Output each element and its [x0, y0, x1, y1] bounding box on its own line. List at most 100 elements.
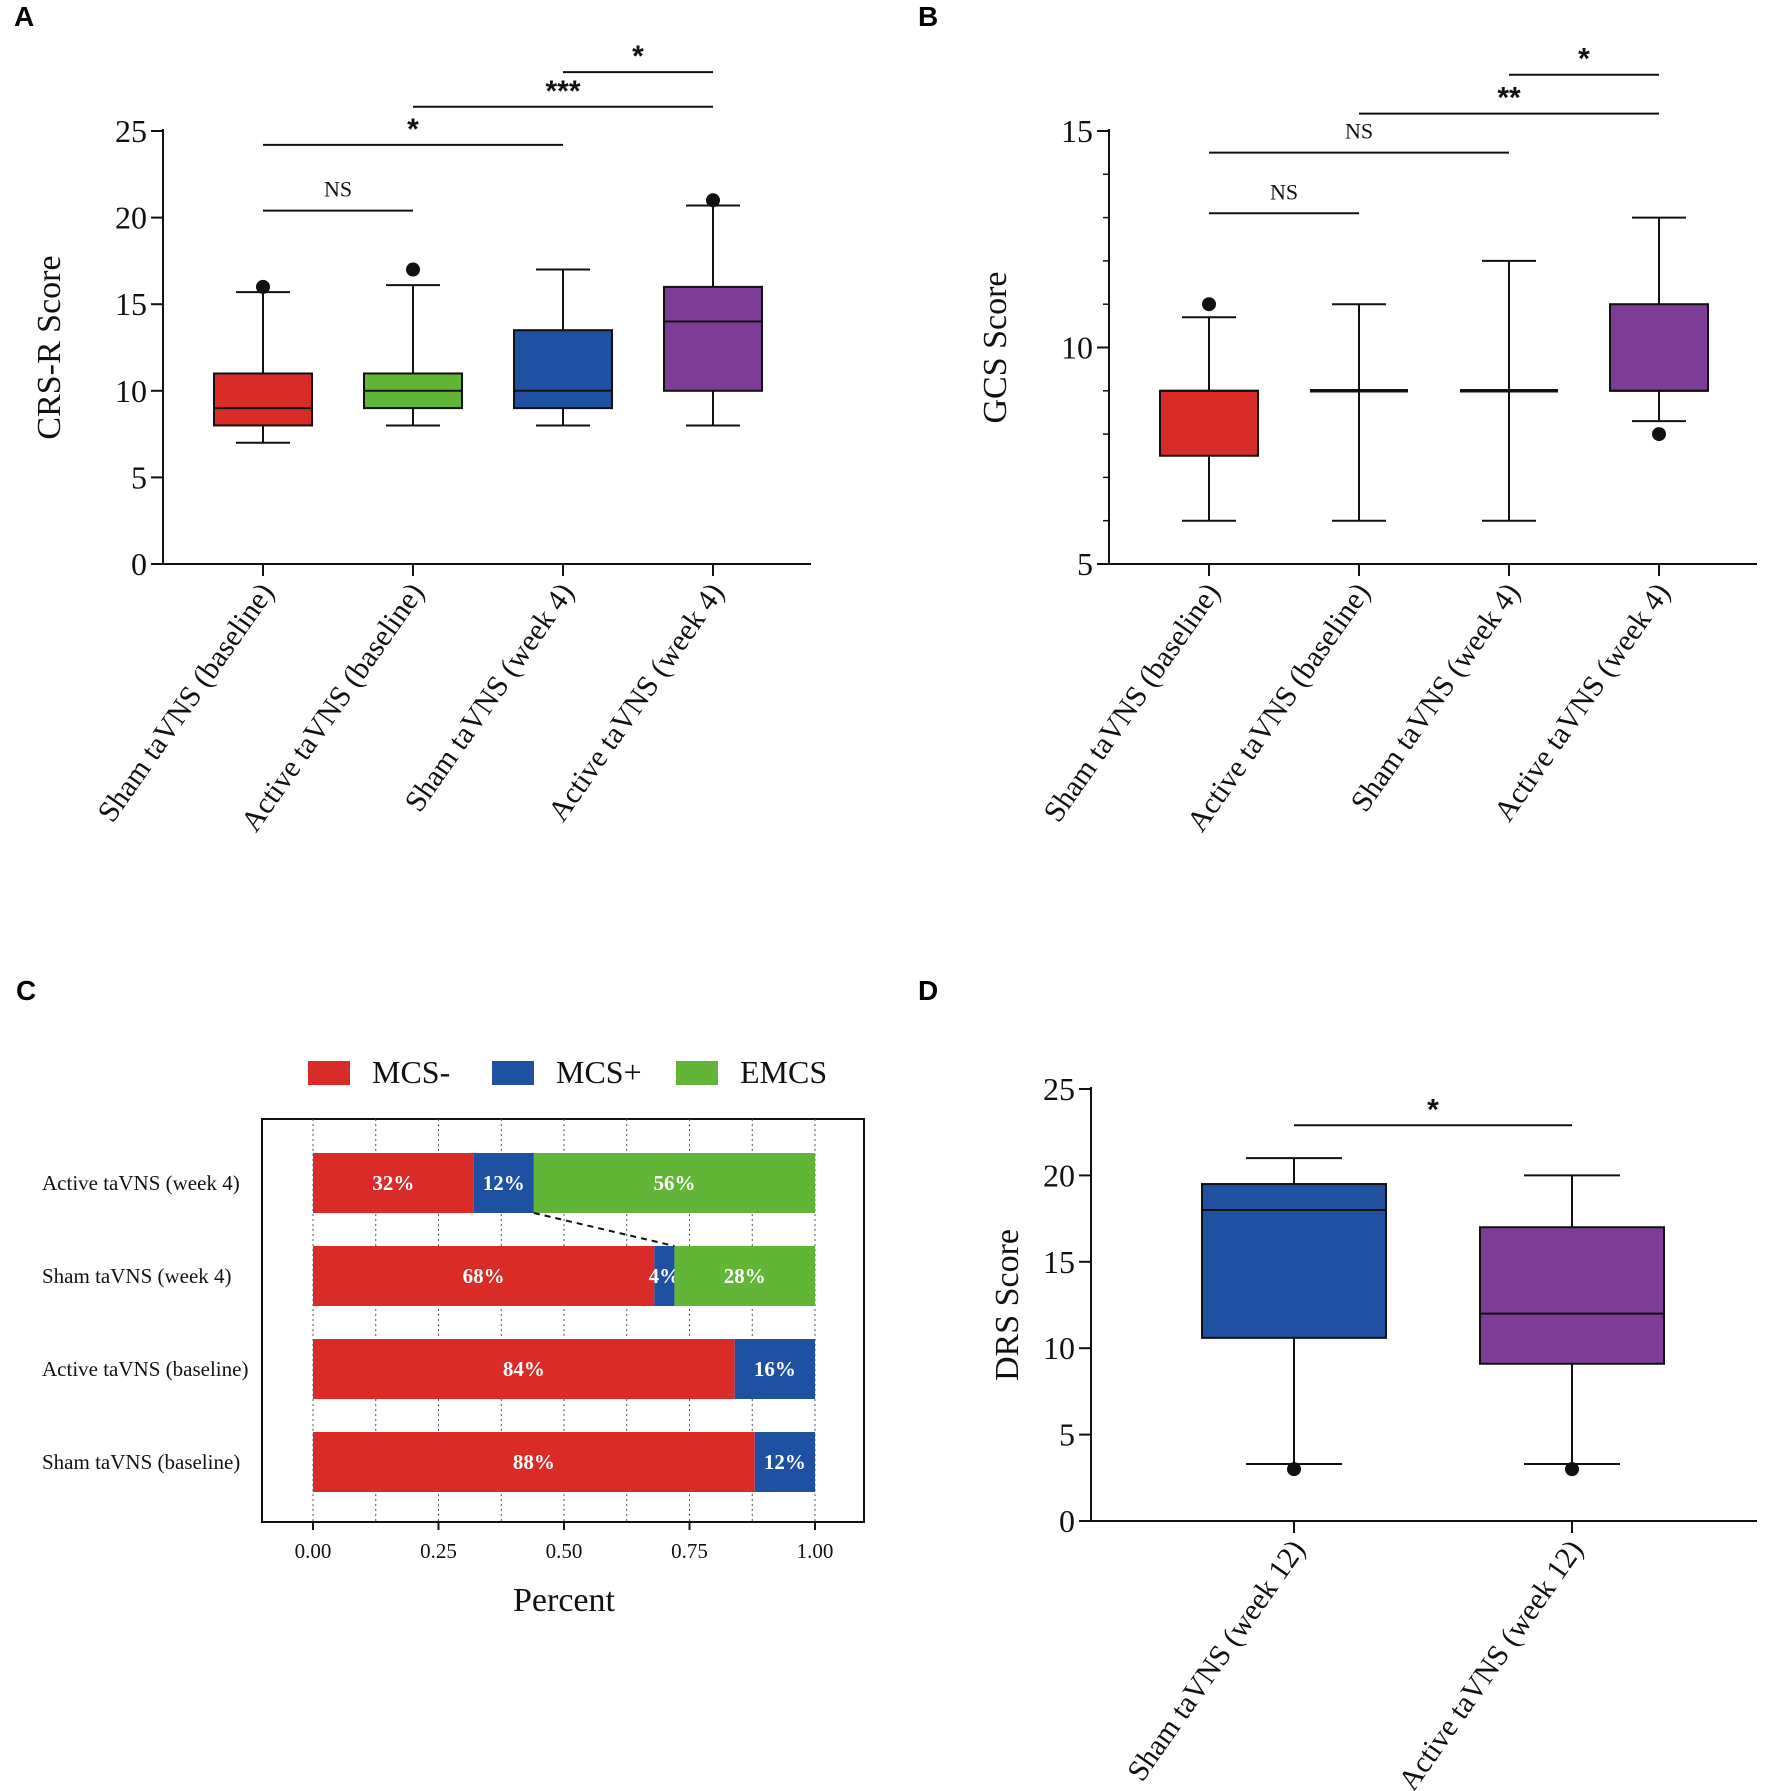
- x-tick-label: Sham taVNS (week 4): [1344, 577, 1526, 818]
- y-tick-label: 0: [1059, 1503, 1075, 1539]
- bar-segment-label: 88%: [513, 1450, 555, 1474]
- box-sham-tavns-week-4: [1460, 259, 1558, 522]
- row-label: Active taVNS (week 4): [42, 1171, 240, 1195]
- iqr-box: [663, 285, 763, 392]
- significance-bracket: NS: [263, 177, 413, 212]
- y-tick-label: 15: [1043, 1244, 1075, 1280]
- x-tick-label: Active taVNS (week 12): [1392, 1534, 1590, 1791]
- y-tick-label: 10: [1061, 330, 1093, 366]
- bar-segment-mcs: [313, 1246, 655, 1306]
- significance-label: *: [632, 40, 644, 73]
- legend-label: MCS+: [556, 1054, 642, 1090]
- y-tick-label: 0: [131, 546, 147, 582]
- bar-segment-label: 12%: [764, 1450, 806, 1474]
- x-tick-label: 0.00: [295, 1539, 332, 1563]
- connector-line: [533, 1212, 675, 1247]
- box-active-tavns-week-4: [663, 193, 763, 427]
- y-axis-title: GCS Score: [977, 271, 1014, 423]
- legend-label: MCS-: [372, 1054, 450, 1090]
- y-tick-label: 5: [1077, 546, 1093, 582]
- bar-segment-mcs: [654, 1246, 675, 1306]
- legend-label: EMCS: [740, 1054, 827, 1090]
- bar-segment-label: 56%: [653, 1171, 695, 1195]
- bar-row-sham-tavns-week-4: 68% 4% 28%: [313, 1246, 815, 1306]
- significance-bracket: *: [263, 113, 563, 146]
- legend-item-emcs: EMCS: [676, 1054, 827, 1090]
- panel-c-stacked-bars: MCS- MCS+ EMCS 32% 12% 56% Active taVNS (week …: [42, 1054, 865, 1619]
- x-tick-label: 1.00: [797, 1539, 834, 1563]
- x-tick-label: 0.75: [671, 1539, 708, 1563]
- bar-segment-label: 32%: [372, 1171, 414, 1195]
- outlier-point: [406, 262, 420, 277]
- panel-d-drs-boxplot: 0 5 10 15 20 25 DRS Score Sham taVNS (week 12) A…: [989, 1071, 1757, 1791]
- x-tick-label: Sham taVNS (baseline): [1037, 577, 1227, 828]
- box-active-tavns-baseline: [363, 262, 463, 427]
- bar-segment-mcs: [313, 1153, 474, 1213]
- y-tick-label: 5: [131, 459, 147, 495]
- legend-item-mcs: MCS+: [492, 1054, 642, 1090]
- x-tick-label: 0.50: [546, 1539, 583, 1563]
- y-tick-label: 15: [1061, 113, 1093, 149]
- outlier-point: [1202, 297, 1216, 312]
- box-active-tavns-week-4: [1609, 216, 1709, 442]
- x-tick-label: Active taVNS (week 4): [542, 577, 731, 827]
- significance-label: *: [407, 113, 419, 146]
- bar-segment-emcs: [533, 1153, 815, 1213]
- box-sham-tavns-baseline: [213, 279, 313, 444]
- significance-label: NS: [1270, 179, 1298, 204]
- significance-label: NS: [1345, 119, 1373, 144]
- bar-segment-label: 84%: [503, 1357, 545, 1381]
- y-tick-label: 5: [1059, 1417, 1075, 1453]
- significance-bracket: NS: [1209, 179, 1359, 215]
- row-label: Sham taVNS (week 4): [42, 1264, 232, 1288]
- iqr-box: [1159, 389, 1259, 457]
- bar-row-active-tavns-baseline: 84% 16%: [313, 1339, 815, 1399]
- bar-segment-label: 16%: [754, 1357, 796, 1381]
- outlier-point: [1565, 1462, 1579, 1477]
- iqr-box: [1609, 303, 1709, 392]
- iqr-box: [213, 372, 313, 427]
- panel-letter-c: C: [16, 975, 36, 1006]
- bar-segment-emcs: [674, 1246, 815, 1306]
- y-tick-label: 25: [1043, 1071, 1075, 1107]
- outlier-point: [256, 279, 270, 294]
- x-axis-title: Percent: [513, 1582, 616, 1619]
- y-tick-label: 20: [1043, 1157, 1075, 1193]
- y-tick-label: 20: [115, 200, 147, 236]
- bar-segment-mcs: [473, 1153, 534, 1213]
- bar-segment-label: 12%: [483, 1171, 525, 1195]
- box-active-tavns-week-12: [1479, 1174, 1665, 1477]
- x-tick-label: Sham taVNS (baseline): [91, 577, 281, 828]
- y-tick-label: 10: [1043, 1330, 1075, 1366]
- box-sham-tavns-baseline: [1159, 297, 1259, 522]
- bar-segment-mcs: [734, 1339, 815, 1399]
- bar-row-active-tavns-week-4: 32% 12% 56%: [313, 1153, 815, 1213]
- x-tick-label: 0.25: [420, 1539, 457, 1563]
- significance-bracket: NS: [1209, 119, 1509, 154]
- panel-letter-a: A: [14, 1, 34, 32]
- significance-bracket: ***: [413, 75, 713, 108]
- legend-swatch: [308, 1061, 350, 1085]
- significance-bracket: *: [1294, 1093, 1572, 1127]
- box-active-tavns-baseline: [1310, 303, 1408, 522]
- bar-segment-label: 28%: [724, 1264, 766, 1288]
- panel-b-gcs-boxplot: 5 10 15 GCS Score Sham taVNS (baseline) Activ…: [977, 43, 1757, 838]
- bar-segment-mcs: [754, 1432, 815, 1492]
- row-label: Active taVNS (baseline): [42, 1357, 248, 1381]
- iqr-box: [513, 329, 613, 410]
- outlier-point: [1287, 1462, 1301, 1477]
- y-tick-label: 15: [115, 286, 147, 322]
- legend-item-mcs: MCS-: [308, 1054, 450, 1090]
- panel-a-crs-r-boxplot: 0 5 10 15 20 25 CRS-R Score Sham taVNS (baselin…: [31, 40, 811, 838]
- y-tick-label: 25: [115, 113, 147, 149]
- bar-row-sham-tavns-baseline: 88% 12%: [313, 1432, 815, 1492]
- significance-label: *: [1427, 1093, 1439, 1126]
- significance-label: *: [1578, 43, 1590, 76]
- outlier-point: [706, 193, 720, 208]
- bar-segment-mcs: [313, 1339, 735, 1399]
- significance-label: **: [1497, 82, 1521, 115]
- bar-segment-label: 68%: [463, 1264, 505, 1288]
- significance-bracket: **: [1359, 82, 1659, 115]
- y-axis-title: CRS-R Score: [31, 255, 68, 439]
